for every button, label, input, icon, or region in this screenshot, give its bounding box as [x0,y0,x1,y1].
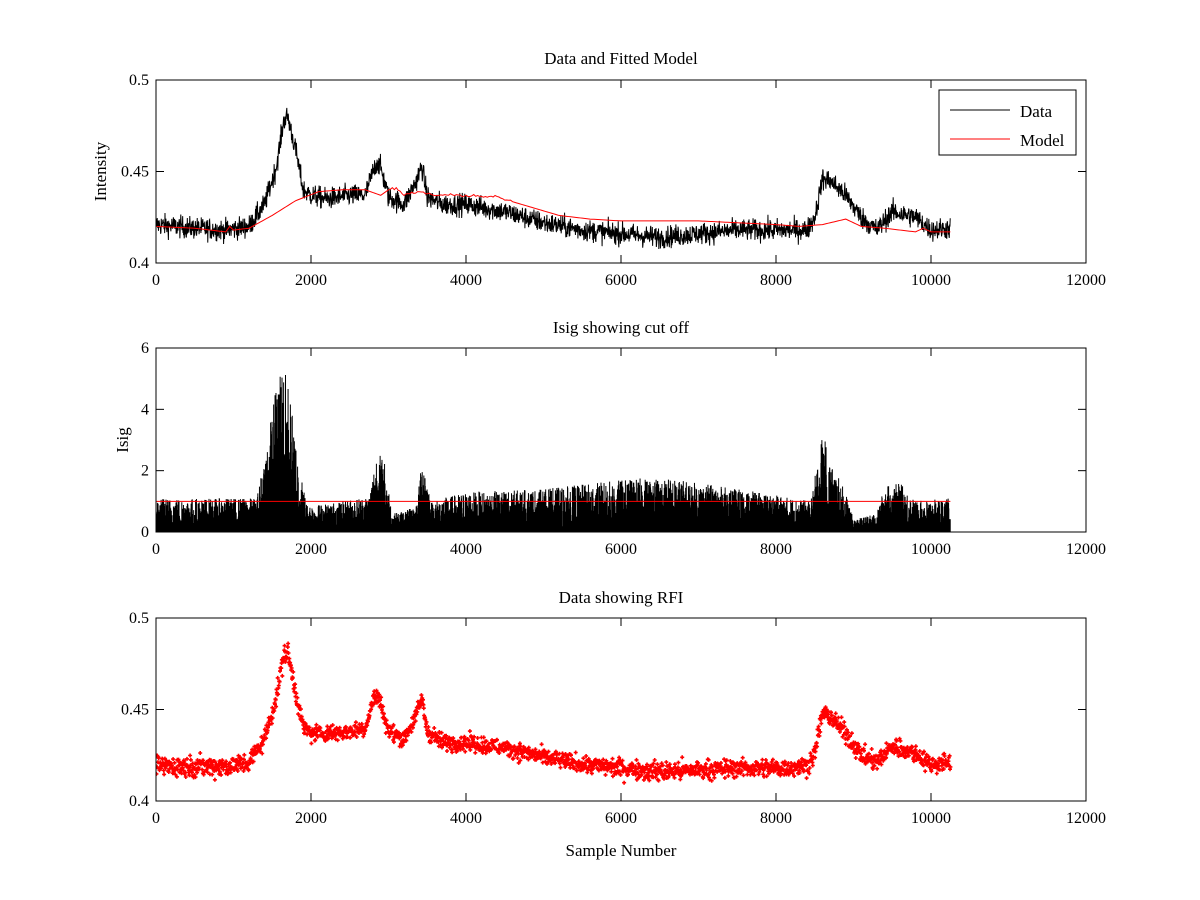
x-tick-label: 2000 [295,810,327,827]
x-tick-label: 8000 [760,810,792,827]
panel-isig-showing-cut-off: Isig showing cut off Isig 0 2000 4000 6000 8… [113,318,1106,558]
x-tick-label: 4000 [450,272,482,289]
series-group [156,375,951,532]
x-tick-label: 2000 [295,272,327,289]
panel-1-y-axis-label: Intensity [91,141,110,201]
x-tick-label: 10000 [911,541,951,558]
x-tick-label: 0 [152,541,160,558]
y-tick-label: 0.45 [121,164,149,181]
x-tick-label: 12000 [1066,810,1106,827]
x-tick-label: 4000 [450,810,482,827]
x-tick-label: 8000 [760,541,792,558]
y-tick-label: 4 [141,401,149,418]
x-tick-label: 6000 [605,541,637,558]
series-rfi-markers [156,641,953,785]
panel-1-legend: Data Model [938,89,1077,156]
panel-2-plot-area [155,347,1087,533]
y-tick-label: 2 [141,463,149,480]
legend-data-label: Data [1020,102,1053,121]
x-tick-label: 10000 [911,272,951,289]
x-tick-label: 12000 [1066,541,1106,558]
x-tick-label: 6000 [605,272,637,289]
y-tick-label: 6 [141,340,149,357]
legend-box [938,89,1077,156]
x-tick-label: 6000 [605,810,637,827]
y-tick-label: 0.4 [129,793,149,810]
x-tick-label: 2000 [295,541,327,558]
series-line-model [156,186,951,233]
series-isig [156,375,951,532]
panel-1-ticks: 0 2000 4000 6000 8000 10000 12000 0.4 0.45 0.5 [121,72,1106,289]
panel-3-title: Data showing RFI [559,588,684,607]
x-tick-label: 4000 [450,541,482,558]
y-tick-label: 0.5 [129,610,149,627]
series-group [156,641,953,785]
y-tick-label: 0.45 [121,702,149,719]
y-tick-label: 0 [141,524,149,541]
y-tick-label: 0.5 [129,72,149,89]
panel-data-showing-rfi: Data showing RFI Sample Number 0 2000 4000… [121,588,1106,860]
series-group [156,107,951,250]
panel-3-x-axis-label: Sample Number [566,841,677,860]
panel-2-title: Isig showing cut off [553,318,689,337]
x-tick-label: 0 [152,810,160,827]
panel-2-y-axis-label: Isig [113,427,132,453]
panel-data-and-fitted-model: Data and Fitted Model Intensity 0 2000 400… [91,49,1106,289]
y-tick-label: 0.4 [129,255,149,272]
x-tick-label: 10000 [911,810,951,827]
x-tick-label: 0 [152,272,160,289]
legend-model-label: Model [1020,131,1065,150]
x-tick-label: 8000 [760,272,792,289]
panel-3-ticks: 0 2000 4000 6000 8000 10000 12000 0.4 0.45 0.5 [121,610,1106,827]
panel-2-ticks: 0 2000 4000 6000 8000 10000 12000 0 2 4 6 [141,340,1106,558]
panel-1-title: Data and Fitted Model [544,49,698,68]
series-line-data [156,107,951,250]
x-tick-label: 12000 [1066,272,1106,289]
